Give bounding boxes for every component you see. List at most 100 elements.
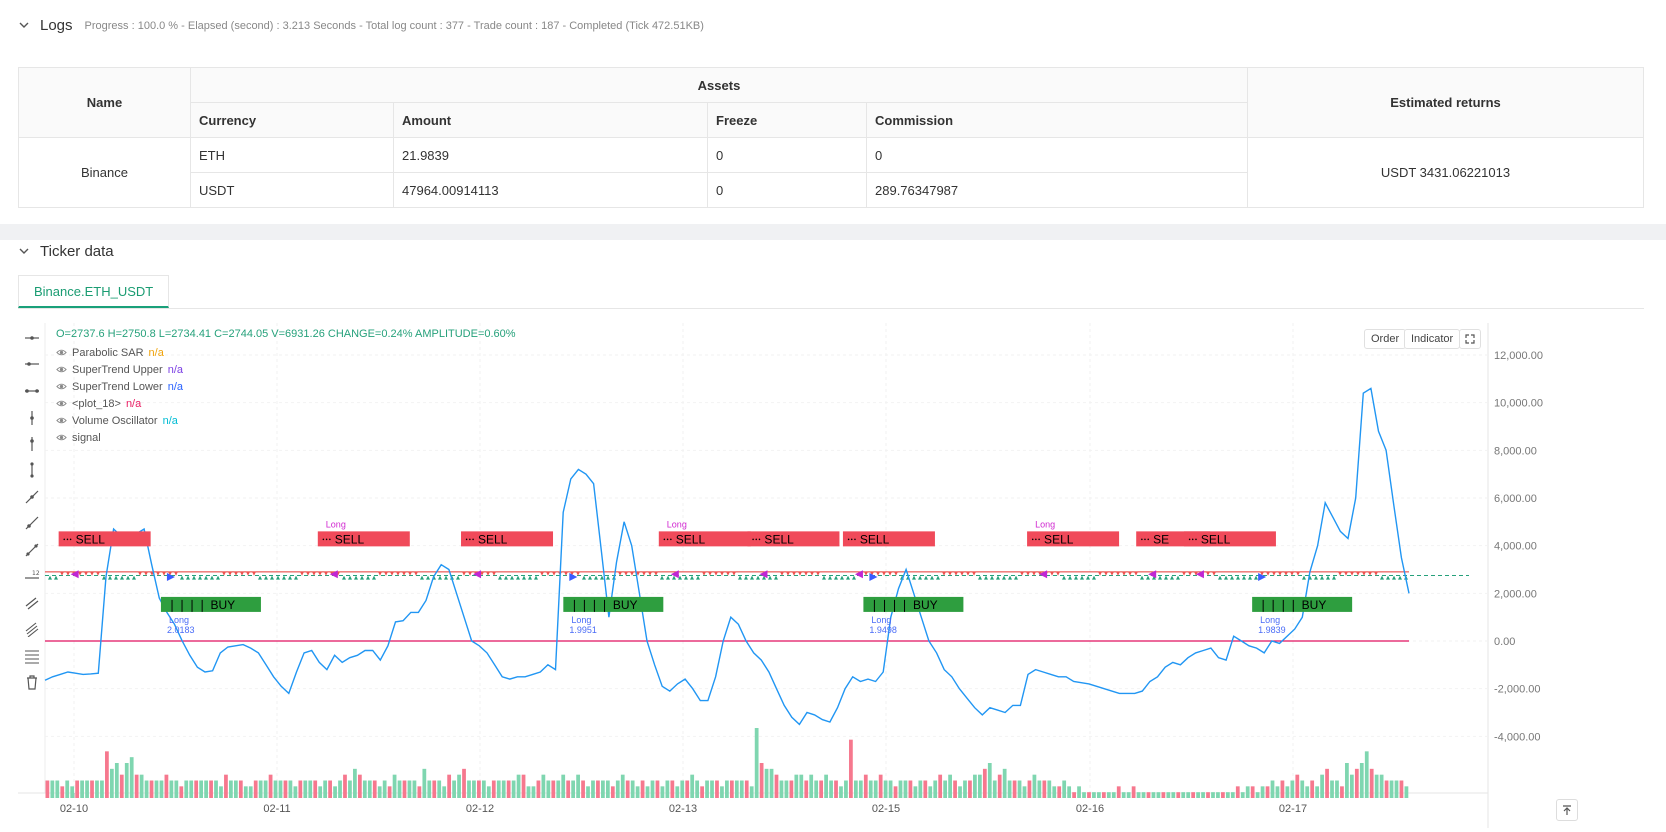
fullscreen-icon[interactable] [1459,329,1481,349]
sar-marker [552,571,556,576]
sar-marker [1350,571,1354,576]
horizontal-line-icon[interactable] [23,329,41,347]
volume-bar [229,780,233,798]
sar-marker [1260,571,1264,576]
volume-bar [1181,792,1186,798]
legend-item-signal[interactable]: signal [56,429,516,446]
volume-bar [645,786,650,798]
volume-bar [357,774,362,798]
sar-marker [1380,575,1384,580]
chevron-down-icon[interactable] [18,20,30,32]
order-button[interactable]: Order [1364,329,1407,349]
vertical-segment-icon[interactable] [23,435,41,453]
parallel-channel-icon[interactable] [23,594,41,612]
sar-marker [660,575,664,580]
ray-line-icon[interactable] [23,514,41,532]
vertical-line-icon[interactable] [23,409,41,427]
volume-bar [308,780,313,798]
volume-bar [1221,792,1225,798]
volume-bar [105,751,109,798]
volume-bar [873,780,878,798]
sar-marker [1368,571,1372,576]
entry-arrow [166,573,175,582]
sar-marker [942,571,946,576]
sar-marker [234,571,238,576]
sar-marker [696,575,700,580]
legend-item-supertrend-upper[interactable]: SuperTrend Upper n/a [56,361,516,378]
sar-marker [1326,575,1330,580]
table-row: USDT 47964.00914113 0 289.76347987 [19,172,1644,208]
volume-bar [437,780,442,798]
ticker-header[interactable]: Ticker data [18,243,114,260]
volume-bar [774,774,779,798]
sar-marker [504,575,508,580]
exit-arrow [1195,570,1204,579]
legend-item-volume-oscillator[interactable]: Volume Oscillator n/a [56,412,516,429]
sar-marker [486,571,490,576]
volume-bar [1260,786,1265,798]
volume-bar [715,780,719,798]
volume-bar [1305,786,1310,798]
pitchfork-icon[interactable] [23,620,41,638]
volume-bar [849,739,853,798]
volume-bar [690,774,695,798]
sar-marker [738,575,742,580]
sar-marker [438,575,442,580]
sar-marker [84,571,88,576]
sar-marker [78,571,82,576]
fib-retracement-icon[interactable] [23,647,41,665]
sar-marker [522,575,526,580]
x-tick-label: 02-17 [1279,803,1307,815]
price-line-icon[interactable]: 123 [23,567,41,585]
sar-marker [1374,571,1378,576]
volume-bar [333,786,337,798]
entry-arrow [1258,573,1267,582]
volume-bar [119,774,124,798]
long-qty: 1.9498 [869,625,897,635]
volume-bar [1062,780,1067,798]
tab-eth-usdt[interactable]: Binance.ETH_USDT [18,275,170,308]
legend-item-parabolic-sar[interactable]: Parabolic SAR n/a [56,344,516,361]
extended-line-icon[interactable] [23,382,41,400]
volume-bar [1032,774,1037,798]
volume-bar [918,780,923,798]
logs-header[interactable]: Logs Progress : 100.0 % - Elapsed (secon… [18,17,704,34]
chevron-down-icon[interactable] [18,246,30,258]
volume-bar [883,780,888,798]
volume-bar [601,780,605,798]
price-chart[interactable]: 12,000.00 10,000.00 8,000.00 6,000.00 4,000.… [18,323,1644,828]
legend-label: <plot_18> [72,397,121,410]
volume-bar [467,780,471,798]
sar-marker [348,575,352,580]
volume-bar [427,780,432,798]
entry-arrow [869,573,878,582]
chart-area[interactable]: 123 12,000.00 10,000.00 8,000.00 6,000.00 4,… [18,323,1644,828]
sar-marker [276,575,280,580]
eye-icon [56,434,67,441]
tab-divider [18,308,1644,309]
volume-bar [809,774,814,798]
sar-marker [96,571,100,576]
legend-item-plot-18[interactable]: <plot_18> n/a [56,395,516,412]
freeze-cell: 0 [707,137,867,173]
volume-bar [764,768,769,798]
scroll-to-top-icon[interactable] [1556,799,1578,821]
volume-bar [1364,751,1369,798]
sar-marker [198,575,202,580]
extended-trend-icon[interactable] [23,541,41,559]
volume-bar [472,780,476,798]
trash-icon[interactable] [23,673,41,691]
y-tick-label: 10,000.00 [1494,398,1543,410]
volume-bar [288,780,293,798]
trend-line-icon[interactable] [23,488,41,506]
sar-marker [780,571,784,576]
indicator-button[interactable]: Indicator [1404,329,1461,349]
volume-bar [362,780,367,798]
volume-bar [1042,780,1047,798]
volume-bar [844,780,848,798]
legend-item-supertrend-lower[interactable]: SuperTrend Lower n/a [56,378,516,395]
horizontal-ray-icon[interactable] [23,355,41,373]
vertical-extended-icon[interactable] [23,461,41,479]
header-returns: Estimated returns [1247,67,1644,138]
